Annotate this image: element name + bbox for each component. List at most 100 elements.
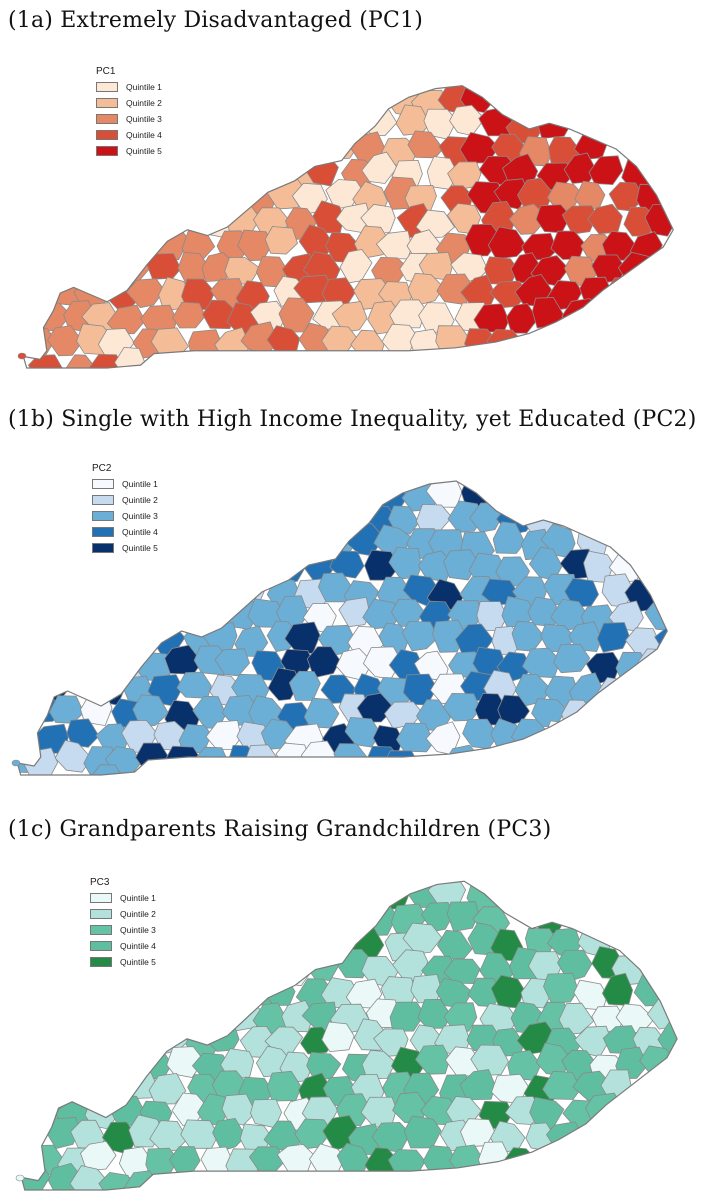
- county: [212, 1117, 247, 1152]
- county: [558, 1002, 595, 1035]
- legend-swatch: [90, 925, 112, 935]
- legend-swatch: [96, 146, 118, 156]
- county: [537, 107, 571, 139]
- county: [126, 278, 165, 309]
- legend-item: Quintile 1: [92, 476, 158, 492]
- legend-swatch: [92, 527, 114, 537]
- county: [214, 648, 250, 677]
- county: [511, 620, 545, 652]
- county: [148, 1072, 187, 1105]
- state-outline: [20, 880, 678, 1191]
- county: [596, 622, 630, 653]
- county: [87, 353, 124, 368]
- legend-label: Quintile 1: [122, 479, 158, 489]
- county: [172, 301, 206, 329]
- county: [264, 226, 298, 255]
- county: [459, 1069, 496, 1101]
- legend-swatch: [92, 543, 114, 553]
- legend-swatch: [92, 511, 114, 521]
- county: [432, 619, 466, 653]
- county: [508, 203, 549, 235]
- county: [54, 739, 93, 773]
- panel-title: (1c) Grandparents Raising Grandchildren …: [8, 817, 552, 842]
- legend-swatch: [96, 82, 118, 92]
- county: [446, 901, 480, 932]
- legend-label: Quintile 2: [126, 98, 162, 108]
- county: [657, 1022, 678, 1057]
- county: [505, 303, 539, 334]
- legend-swatch: [96, 98, 118, 108]
- county: [447, 500, 484, 533]
- legend-label: Quintile 2: [122, 495, 158, 505]
- county: [132, 694, 170, 729]
- county: [436, 929, 473, 960]
- county: [329, 550, 365, 579]
- county: [407, 272, 445, 307]
- county: [361, 151, 398, 184]
- legend-label: Quintile 2: [120, 909, 156, 919]
- county: [396, 722, 435, 753]
- legend-item: Quintile 3: [92, 508, 158, 524]
- county: [361, 1049, 397, 1079]
- choropleth-map: [11, 480, 668, 776]
- county: [338, 596, 371, 628]
- legend-title: PC1: [96, 66, 116, 77]
- county: [66, 718, 100, 748]
- county: [306, 646, 341, 679]
- legend-label: Quintile 3: [126, 114, 162, 124]
- legend-item: Quintile 4: [92, 524, 158, 540]
- county: [387, 1149, 426, 1180]
- county: [88, 764, 125, 775]
- county: [312, 200, 345, 234]
- county: [166, 1046, 205, 1078]
- legend-item: Quintile 3: [96, 111, 162, 127]
- county: [487, 226, 527, 260]
- choropleth-map: [15, 880, 678, 1191]
- county: [344, 716, 382, 748]
- legend-label: Quintile 3: [120, 925, 156, 935]
- county: [11, 759, 21, 767]
- legend-label: Quintile 1: [120, 893, 156, 903]
- county: [80, 1140, 117, 1172]
- legend-label: Quintile 4: [120, 941, 156, 951]
- panel-pc2: (1b) Single with High Income Inequality,…: [0, 395, 719, 795]
- legend-swatch: [90, 893, 112, 903]
- choropleth-map: [17, 85, 674, 369]
- legend-swatch: [90, 909, 112, 919]
- county: [17, 352, 27, 360]
- county: [415, 1044, 451, 1075]
- county-layer: [21, 881, 678, 1191]
- legend-label: Quintile 4: [126, 130, 162, 140]
- county: [15, 1174, 25, 1182]
- county: [561, 205, 598, 235]
- legend-swatch: [96, 130, 118, 140]
- county: [23, 747, 59, 775]
- legend-item: Quintile 2: [90, 906, 156, 922]
- county: [271, 552, 307, 584]
- legend-item: Quintile 4: [90, 938, 156, 954]
- legend-label: Quintile 4: [122, 527, 158, 537]
- legend-label: Quintile 5: [126, 146, 162, 156]
- legend-item: Quintile 2: [96, 95, 162, 111]
- legend-item: Quintile 5: [90, 954, 156, 970]
- county: [221, 1093, 257, 1126]
- county: [69, 1165, 108, 1191]
- county: [443, 958, 481, 985]
- state-outline: [22, 85, 674, 369]
- county: [588, 155, 624, 186]
- legend-item: Quintile 5: [92, 540, 158, 556]
- legend-item: Quintile 4: [96, 127, 162, 143]
- county: [470, 1044, 509, 1077]
- legend-item: Quintile 3: [90, 922, 156, 938]
- legend-swatch: [90, 941, 112, 951]
- county: [443, 549, 479, 581]
- county: [350, 329, 385, 360]
- county: [333, 743, 370, 774]
- legend-label: Quintile 5: [122, 543, 158, 553]
- county: [550, 230, 586, 260]
- county: [98, 1171, 135, 1191]
- county: [267, 667, 301, 701]
- county: [389, 299, 427, 329]
- county: [486, 329, 526, 360]
- county: [553, 643, 591, 674]
